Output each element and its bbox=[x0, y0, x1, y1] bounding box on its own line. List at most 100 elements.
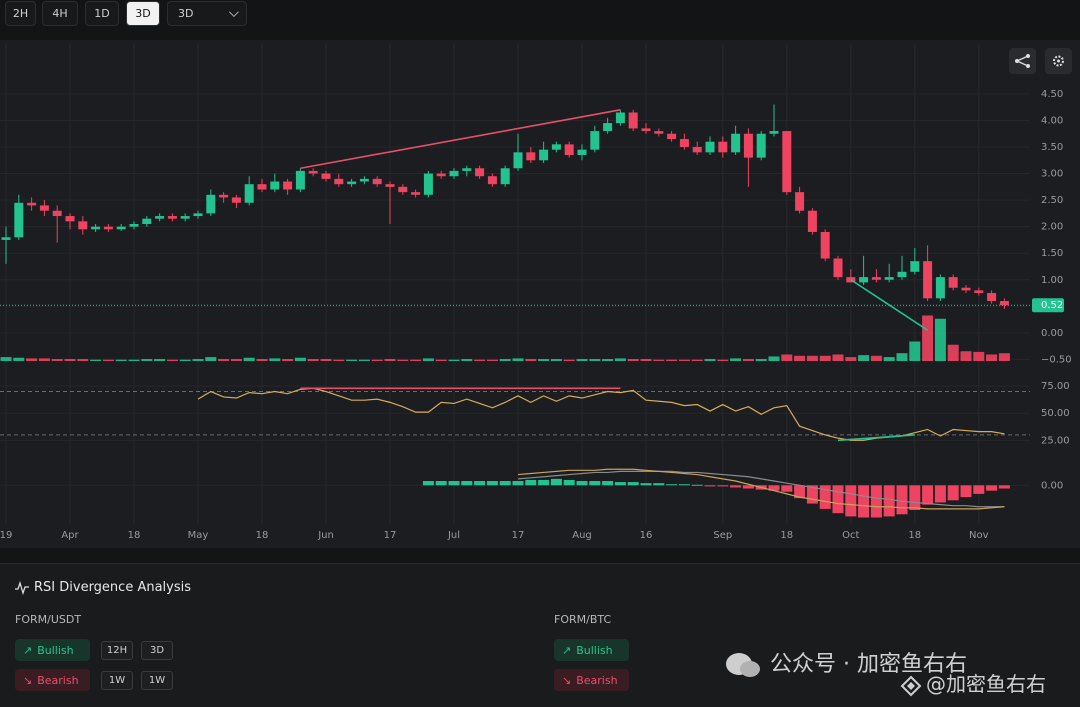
candle-body bbox=[193, 213, 203, 217]
share-icon bbox=[1016, 55, 1029, 67]
timeframe-button[interactable]: 3D bbox=[126, 1, 160, 26]
bearish-tag[interactable]: ↘ Bearish bbox=[554, 669, 629, 691]
candle-body bbox=[667, 133, 677, 140]
volume-bar bbox=[614, 358, 626, 361]
volume-bar bbox=[243, 357, 255, 361]
macd-histogram-bar bbox=[794, 485, 806, 499]
volume-bar bbox=[730, 358, 742, 361]
macd-histogram-bar bbox=[653, 483, 665, 486]
candle-body bbox=[910, 261, 920, 272]
candle-body bbox=[743, 133, 753, 158]
volume-bar bbox=[38, 358, 50, 361]
bullish-label: Bullish bbox=[37, 643, 74, 657]
candle-body bbox=[564, 144, 574, 155]
x-tick-label: Oct bbox=[842, 530, 859, 541]
timeframe-chip[interactable]: 1W bbox=[101, 671, 133, 690]
volume-bar bbox=[179, 359, 191, 361]
y-tick-label: 3.00 bbox=[1041, 169, 1063, 180]
volume-bar bbox=[128, 359, 140, 361]
bullish-tag[interactable]: ↗ Bullish bbox=[554, 639, 629, 661]
chart-background bbox=[0, 40, 1080, 548]
volume-bar bbox=[691, 359, 703, 361]
watermark: 公众号 · 加密鱼右右 bbox=[724, 646, 967, 679]
timeframe-button[interactable]: 4H bbox=[42, 1, 78, 26]
volume-bar bbox=[525, 359, 537, 361]
candle-body bbox=[436, 173, 446, 177]
timeframe-chip[interactable]: 12H bbox=[101, 641, 133, 660]
macd-histogram-bar bbox=[614, 482, 626, 486]
volume-bar bbox=[307, 359, 319, 361]
share-button[interactable] bbox=[1009, 48, 1036, 74]
rsi-tick-label: 75.00 bbox=[1041, 381, 1070, 392]
x-tick-label: 18 bbox=[256, 530, 269, 541]
candle-body bbox=[795, 192, 805, 211]
timeframe-dropdown[interactable]: 3D bbox=[167, 1, 247, 26]
volume-bar bbox=[653, 359, 665, 361]
candle-body bbox=[206, 194, 216, 214]
x-tick-label: Aug bbox=[572, 530, 592, 541]
candle-body bbox=[372, 178, 382, 185]
volume-bar bbox=[461, 359, 473, 361]
volume-bar bbox=[474, 359, 486, 361]
candle-body bbox=[935, 277, 945, 299]
volume-bar bbox=[627, 359, 639, 361]
candle-body bbox=[334, 178, 344, 185]
candle-body bbox=[679, 139, 689, 148]
timeframe-button[interactable]: 2H bbox=[5, 1, 36, 26]
timeframe-chip[interactable]: 1W bbox=[141, 671, 173, 690]
volume-bar bbox=[589, 359, 601, 361]
timeframe-chip[interactable]: 3D bbox=[141, 641, 173, 660]
bullish-tag[interactable]: ↗ Bullish bbox=[15, 639, 90, 661]
volume-bar bbox=[269, 358, 281, 361]
candle-body bbox=[884, 277, 894, 280]
y-tick-label: 1.50 bbox=[1041, 248, 1063, 259]
volume-bar bbox=[13, 357, 25, 361]
candle-body bbox=[411, 192, 421, 195]
bearish-label: Bearish bbox=[37, 673, 79, 687]
volume-bar bbox=[282, 359, 294, 361]
x-tick-label: Apr bbox=[61, 530, 79, 541]
volume-bar bbox=[998, 353, 1010, 361]
bearish-tag[interactable]: ↘ Bearish bbox=[15, 669, 90, 691]
volume-bar bbox=[934, 318, 946, 361]
candle-body bbox=[462, 168, 472, 171]
volume-bar bbox=[205, 357, 217, 361]
macd-histogram-bar bbox=[486, 481, 498, 486]
candle-body bbox=[807, 210, 817, 232]
volume-bar bbox=[294, 357, 306, 361]
candle-body bbox=[526, 152, 536, 161]
volume-bar bbox=[845, 357, 857, 361]
candle-body bbox=[718, 141, 728, 153]
x-tick-label: 18 bbox=[780, 530, 793, 541]
pulse-icon bbox=[15, 580, 29, 596]
volume-bar bbox=[806, 355, 818, 361]
candle-body bbox=[641, 128, 651, 132]
share-icon bbox=[1015, 59, 1019, 63]
candle-body bbox=[52, 210, 62, 217]
candle-body bbox=[923, 261, 933, 299]
share-icon bbox=[1026, 64, 1030, 68]
candle-body bbox=[590, 131, 600, 150]
share-icon bbox=[1026, 54, 1030, 58]
macd-histogram-bar bbox=[973, 485, 985, 494]
volume-bar bbox=[499, 359, 511, 361]
candle-body bbox=[999, 300, 1009, 306]
candle-body bbox=[769, 131, 779, 134]
macd-histogram-bar bbox=[870, 485, 882, 518]
macd-histogram-bar bbox=[563, 479, 575, 486]
volume-bar bbox=[896, 353, 908, 361]
macd-histogram-bar bbox=[602, 481, 614, 486]
wechat-icon bbox=[726, 653, 760, 677]
volume-bar bbox=[256, 359, 268, 361]
settings-icon bbox=[1053, 55, 1064, 67]
volume-bar bbox=[870, 355, 882, 361]
macd-histogram-bar bbox=[998, 485, 1010, 489]
macd-histogram-bar bbox=[448, 481, 460, 486]
macd-line bbox=[517, 468, 1005, 510]
x-tick-label: 18 bbox=[128, 530, 141, 541]
y-tick-label: −0.50 bbox=[1041, 354, 1072, 365]
volume-bar bbox=[704, 359, 716, 361]
candle-body bbox=[487, 176, 497, 185]
volume-bar bbox=[486, 359, 498, 361]
timeframe-button[interactable]: 1D bbox=[85, 1, 119, 26]
